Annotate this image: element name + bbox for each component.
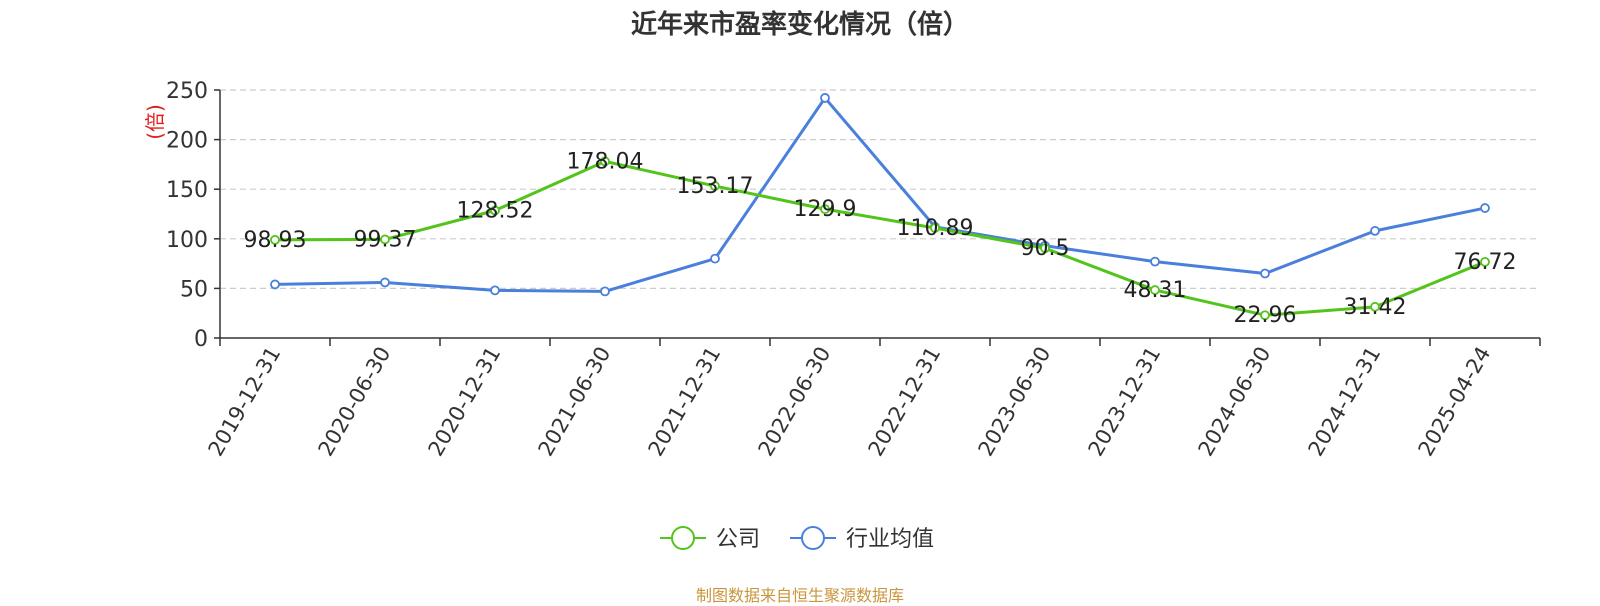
x-tick-label: 2024-12-31 [1304, 343, 1386, 461]
data-point [380, 234, 390, 245]
data-point [1370, 301, 1380, 312]
data-point [930, 223, 940, 233]
data-point [600, 156, 610, 167]
data-labels: 98.93 99.37 128.52 178.04 153.17 129.9 110.89 9… [244, 149, 1517, 328]
data-point [270, 279, 280, 290]
x-tick-label: 2020-12-31 [424, 343, 506, 461]
x-tick-label: 2023-06-30 [974, 343, 1056, 461]
data-label: 153.17 [677, 174, 754, 199]
data-point [490, 285, 500, 296]
y-tick-label: 0 [194, 327, 208, 352]
y-tick-label: 200 [166, 129, 208, 154]
x-tick-label: 2023-12-31 [1084, 343, 1166, 461]
data-point [1370, 225, 1380, 236]
data-label: 90.5 [1021, 236, 1070, 261]
x-tick-label: 2019-12-31 [204, 343, 286, 461]
x-tick-label: 2021-12-31 [644, 343, 726, 461]
x-tick-label: 2022-12-31 [864, 343, 946, 461]
y-axis-label: (倍) [143, 104, 167, 140]
y-tick-label: 150 [166, 178, 208, 203]
data-point [1260, 310, 1270, 321]
x-tick-label: 2020-06-30 [314, 343, 396, 461]
y-tick-label: 100 [166, 228, 208, 253]
x-tick-label: 2024-06-30 [1194, 343, 1276, 461]
legend-label: 行业均值 [846, 527, 934, 552]
data-point [1040, 243, 1050, 254]
legend-item-0[interactable]: 公司 [660, 526, 760, 552]
legend-marker [801, 526, 825, 550]
x-tick-label: 2022-06-30 [754, 343, 836, 461]
data-label: 98.93 [244, 228, 307, 253]
legend-marker [671, 526, 695, 550]
data-point [490, 205, 500, 216]
data-label: 129.9 [794, 197, 857, 222]
data-label: 99.37 [354, 227, 417, 252]
data-label: 178.04 [567, 149, 644, 174]
chart-title: 近年来市盈率变化情况（倍） [630, 10, 969, 40]
data-point [1480, 256, 1490, 267]
data-point [1150, 256, 1160, 267]
data-label: 110.89 [897, 216, 974, 241]
legend-label: 公司 [716, 527, 760, 552]
axes: 0 50 100 150 200 250 2019-12-31 2020-06-30 2020-… [166, 79, 1541, 461]
legend-item-1[interactable]: 行业均值 [790, 526, 934, 552]
grid-lines [220, 89, 1540, 289]
data-point [600, 286, 610, 297]
series-layer [270, 93, 1490, 321]
data-point [710, 253, 720, 264]
data-point [820, 204, 830, 215]
y-tick-label: 250 [166, 79, 208, 104]
data-point [1480, 203, 1490, 213]
data-point [820, 93, 830, 103]
data-point [1260, 268, 1270, 279]
y-tick-label: 50 [180, 277, 208, 302]
legend[interactable]: 公司 行业均值 [660, 526, 934, 552]
data-label: 22.96 [1234, 303, 1297, 328]
data-point [270, 234, 280, 245]
data-point [1150, 285, 1160, 295]
series-line-1 [274, 96, 1486, 293]
data-label: 128.52 [457, 199, 534, 224]
data-point [710, 181, 720, 191]
x-tick-label: 2021-06-30 [534, 343, 616, 461]
data-point [380, 277, 390, 288]
source-note: 制图数据来自恒生聚源数据库 [695, 586, 904, 605]
series-line-0 [274, 159, 1486, 317]
data-label: 76.72 [1454, 250, 1517, 275]
data-label: 48.31 [1124, 278, 1187, 303]
data-label: 31.42 [1344, 295, 1407, 320]
x-tick-label: 2025-04-24 [1414, 343, 1496, 461]
